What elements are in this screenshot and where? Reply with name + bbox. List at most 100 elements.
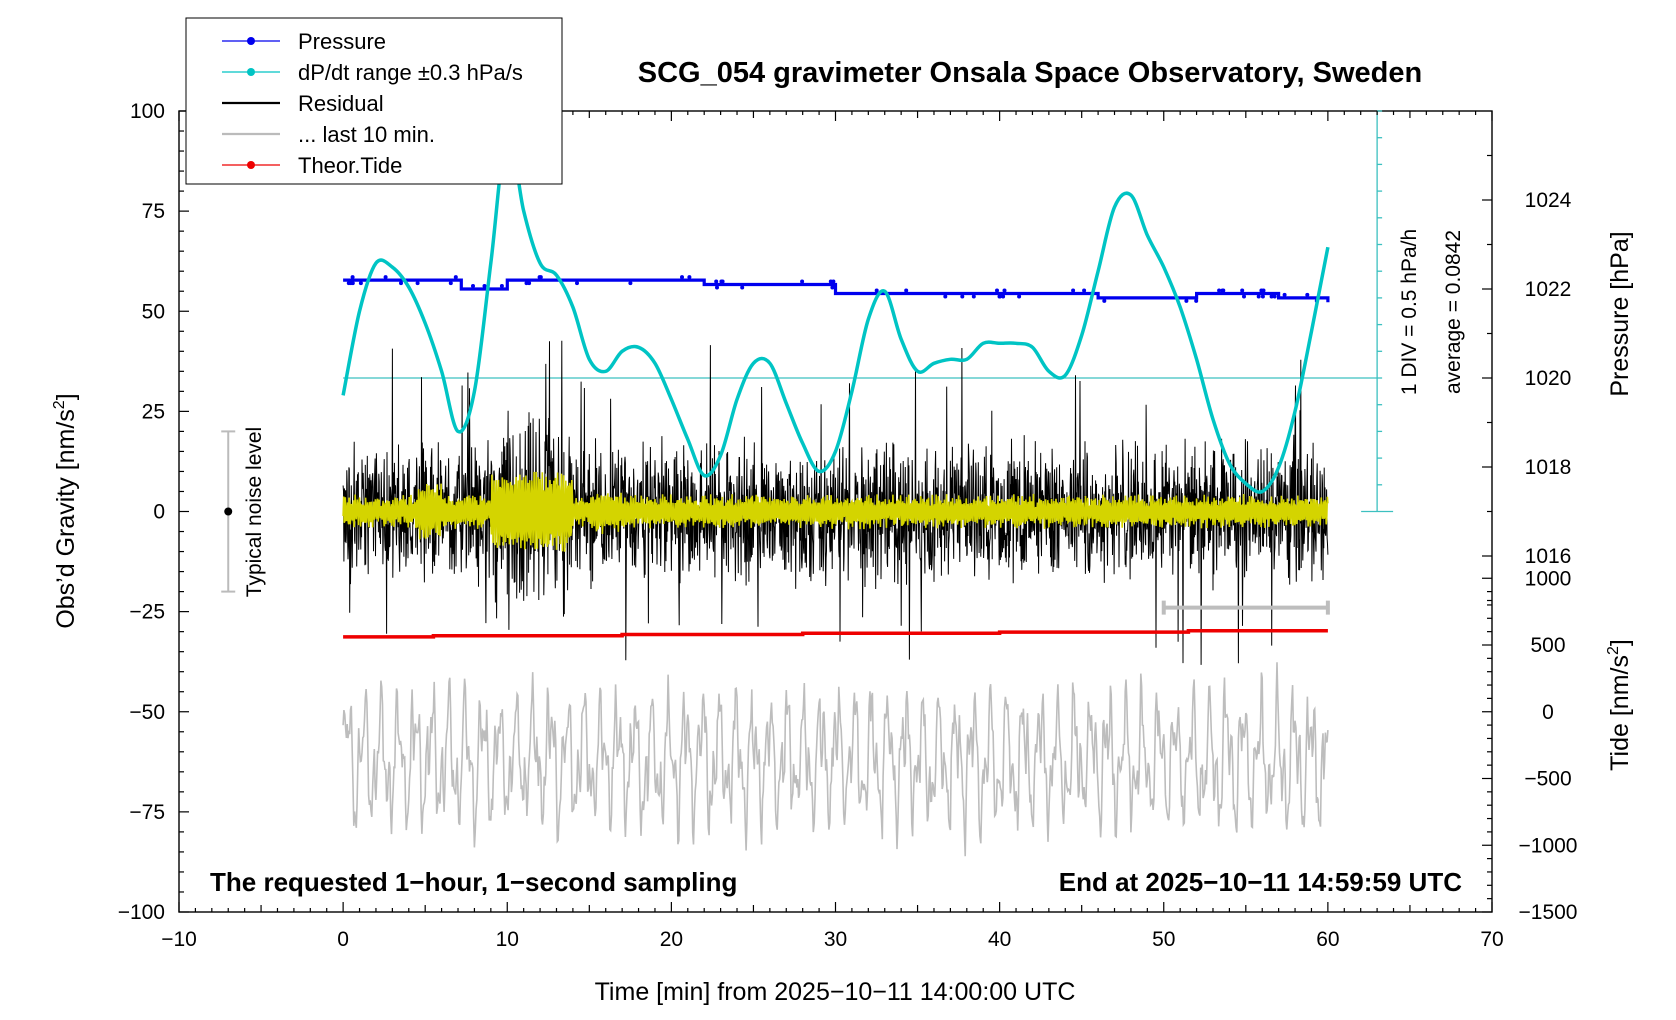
x-axis-ticks: −10 0 10 20 30 40 50 60 70 [161, 111, 1504, 951]
pressure-point [1272, 294, 1277, 299]
pressure-point [719, 279, 724, 284]
pressure-point [499, 284, 504, 288]
pressure-point [628, 281, 633, 286]
tide-tick-label: 0 [1542, 701, 1554, 724]
pressure-point [1217, 288, 1222, 293]
y-tick-label: 25 [142, 400, 165, 423]
tide-tick-label: −500 [1524, 768, 1571, 791]
div-scale-layer [1361, 110, 1394, 513]
y-tick-label: 75 [142, 200, 165, 223]
end-time-note: End at 2025−10−11 14:59:59 UTC [1059, 867, 1462, 897]
legend-label: dP/dt range ±0.3 hPa/s [298, 60, 523, 85]
noise-level-layer [221, 430, 236, 593]
noise-level-center-dot [224, 507, 233, 516]
pressure-point [943, 294, 948, 299]
pressure-point [448, 281, 453, 286]
pressure-tick-label: 1020 [1525, 367, 1572, 390]
tide-tick-label: 1000 [1525, 567, 1572, 590]
pressure-point [1194, 298, 1199, 303]
pressure-point [524, 281, 529, 286]
pressure-point [740, 285, 745, 290]
pressure-point [1282, 292, 1287, 297]
pressure-point [874, 288, 879, 293]
pressure-axis-label: Pressure [hPa] [1606, 231, 1634, 396]
pressure-point [687, 275, 692, 280]
pressure-point [1184, 298, 1189, 303]
y-tick-label: 100 [130, 100, 165, 123]
pressure-point [383, 275, 388, 280]
pressure-point [575, 281, 579, 286]
pressure-point [1240, 288, 1245, 293]
pressure-point [1260, 294, 1265, 299]
smoothed-residual-line [342, 471, 1329, 552]
pressure-tick-label: 1018 [1525, 456, 1572, 479]
pressure-point [1242, 294, 1246, 299]
x-tick-label: −10 [161, 928, 197, 951]
pressure-point [350, 275, 355, 280]
tide-tick-label: −1000 [1519, 834, 1578, 857]
theoretical-tide-layer [343, 629, 1328, 639]
pressure-point [1269, 294, 1274, 299]
pressure-point [537, 275, 542, 280]
x-axis-label: Time [min] from 2025−10−11 14:00:00 UTC [595, 978, 1076, 1006]
tide-axis-label: Tide [nm/s2] [1605, 639, 1634, 771]
residual-line [342, 340, 1329, 665]
x-tick-label: 0 [337, 928, 349, 951]
pressure-point [415, 281, 420, 286]
pressure-tick-label: 1016 [1525, 545, 1572, 568]
average-label: average = 0.0842 [1442, 230, 1465, 394]
pressure-point [995, 288, 999, 293]
y-tick-label: 0 [153, 501, 165, 524]
legend-label: Theor.Tide [298, 153, 402, 178]
x-tick-label: 70 [1480, 928, 1503, 951]
tide-tick-label: 500 [1530, 634, 1565, 657]
theoretical-tide-line [343, 629, 1328, 639]
dpdt-line [341, 128, 1330, 494]
pressure-axis-ticks: 1024 1022 1020 1018 1016 [1482, 154, 1572, 602]
y-tick-label: −100 [118, 901, 165, 924]
pressure-point [971, 294, 976, 299]
x-tick-label: 40 [988, 928, 1011, 951]
pressure-point [482, 284, 487, 288]
x-tick-label: 50 [1152, 928, 1175, 951]
y-tick-label: −75 [129, 801, 165, 824]
pressure-point [1082, 288, 1087, 293]
pressure-point [1220, 288, 1225, 293]
x-tick-label: 30 [824, 928, 847, 951]
pressure-point [830, 285, 835, 290]
legend: Pressure dP/dt range ±0.3 hPa/s Residual..… [185, 17, 563, 185]
pressure-point [800, 279, 805, 284]
dpdt-layer [341, 128, 1330, 494]
last-10-min-layer [1161, 600, 1330, 615]
pressure-tick-label: 1022 [1525, 278, 1572, 301]
pressure-point [1017, 294, 1022, 299]
pressure-point [471, 284, 475, 288]
pressure-point [348, 281, 353, 286]
pressure-point [997, 294, 1002, 299]
tide-residual-line [342, 662, 1329, 857]
pressure-point [1001, 294, 1006, 299]
x-tick-label: 10 [496, 928, 519, 951]
pressure-tick-label: 1024 [1525, 189, 1572, 212]
legend-box [185, 17, 563, 185]
y-tick-label: −25 [129, 601, 165, 624]
noise-level-label: Typical noise level [243, 427, 266, 597]
y-tick-label: −50 [129, 701, 165, 724]
pressure-point [399, 281, 403, 286]
legend-label: ... last 10 min. [298, 122, 435, 147]
pressure-layer [343, 275, 1330, 303]
y-tick-label: 50 [142, 300, 165, 323]
legend-marker [247, 68, 255, 76]
pressure-point [1305, 292, 1310, 297]
pressure-point [828, 279, 833, 284]
div-scale-label: 1 DIV = 0.5 hPa/h [1398, 229, 1421, 395]
y-axis-label: Obs’d Gravity [nm/s2] [51, 393, 80, 628]
tide-axis-ticks: 1000 500 0 −500 −1000 −1500 [1482, 567, 1577, 924]
y-axis-ticks: 100 75 50 25 0 −25 −50 −75 −100 [118, 100, 189, 924]
legend-label: Residual [298, 91, 384, 116]
pressure-line [343, 278, 1330, 303]
pressure-point [904, 288, 909, 293]
sampling-note: The requested 1−hour, 1−second sampling [210, 867, 737, 897]
tide-tick-label: −1500 [1519, 901, 1578, 924]
pressure-point [680, 275, 684, 280]
